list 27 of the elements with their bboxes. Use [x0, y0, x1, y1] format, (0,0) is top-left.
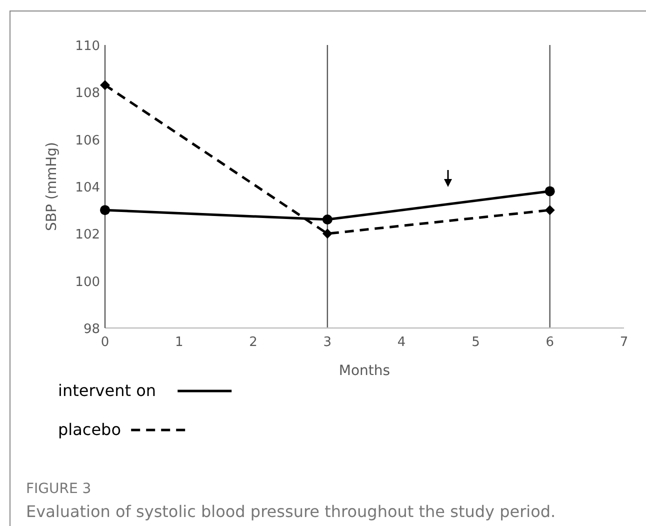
text: FIGURE 3	[26, 481, 92, 497]
point	[544, 205, 555, 216]
y-tick-label: 98	[83, 322, 100, 337]
y-tick-label: 104	[75, 180, 100, 196]
x-tick-label: 2	[249, 335, 258, 350]
y-tick-label: 102	[75, 228, 100, 243]
y-axis-title: SBP (mmHg)	[44, 142, 60, 231]
x-tick-label: 4	[397, 335, 406, 350]
legend-label: placebo	[58, 420, 121, 439]
point	[100, 80, 110, 90]
point	[322, 214, 332, 225]
x-tick-label: 5	[472, 335, 480, 350]
y-tick-label: 110	[75, 39, 100, 54]
x-tick-label: 1	[175, 335, 184, 350]
x-tick-label: 7	[620, 335, 628, 350]
y-tick-label: 106	[75, 133, 100, 148]
y-tick-label: 100	[75, 274, 100, 290]
x-tick-label: 6	[546, 335, 554, 350]
text: Evaluation of systolic blood pressure throughout the study period.	[26, 502, 556, 521]
x-tick-label: 0	[100, 335, 110, 350]
point	[100, 205, 110, 216]
y-tick-label: 108	[75, 86, 100, 102]
x-tick-label: 3	[323, 335, 332, 350]
point	[544, 186, 555, 196]
x-axis-title: Months	[338, 363, 390, 379]
point	[322, 228, 332, 239]
legend-label: intervent on	[58, 381, 156, 400]
